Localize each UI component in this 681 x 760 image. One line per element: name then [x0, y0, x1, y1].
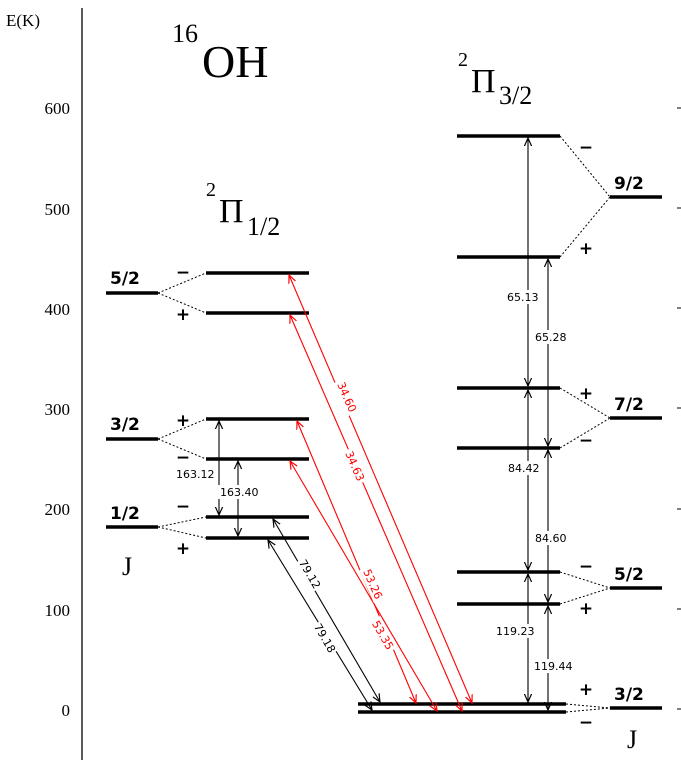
transition-label: 163.12	[176, 468, 215, 481]
transition-label: 34.60	[334, 380, 359, 414]
pi32-levels: 3/2 + − J 5/2 − + 7/2 + − 9/2 − +	[358, 134, 662, 754]
tick-label-600: 600	[45, 99, 71, 118]
parity-sign: +	[579, 680, 593, 700]
tick-label-200: 200	[45, 500, 71, 519]
ladder-label-pi-3-2: 2 Π 3/2	[458, 49, 532, 110]
j-label: 1/2	[110, 504, 140, 524]
parity-sign: +	[579, 384, 593, 404]
axis-label: E(K)	[6, 11, 40, 30]
transition-label: 119.23	[496, 625, 535, 638]
parity-sign: +	[579, 239, 593, 259]
label-background	[174, 467, 214, 481]
j-label: 3/2	[614, 685, 644, 705]
ladder-label-pi-1-2: 2 Π 1/2	[206, 179, 280, 241]
j-label: 9/2	[614, 174, 644, 194]
transition-label: 79.12	[296, 557, 323, 591]
label-background	[218, 485, 260, 499]
j-label: 7/2	[614, 395, 644, 415]
level-connector	[565, 703, 611, 709]
ladder-superscript: 2	[458, 49, 468, 71]
label-background	[367, 615, 399, 655]
level-connector	[559, 587, 611, 605]
parity-sign: −	[579, 431, 593, 451]
label-background	[533, 330, 569, 344]
transition-label: 79.18	[311, 621, 338, 655]
transition-label: 65.13	[507, 291, 539, 304]
transition-label: 34.63	[342, 449, 367, 483]
level-connector	[157, 438, 207, 460]
isotope-mass: 16	[172, 19, 198, 48]
label-background	[532, 659, 576, 673]
level-connector	[157, 292, 207, 314]
label-background	[533, 531, 569, 545]
tick-label-0: 0	[62, 701, 71, 720]
transition-label: 84.60	[535, 532, 567, 545]
level-connector	[157, 418, 207, 440]
parity-sign: −	[579, 557, 593, 577]
ladder-subscript: 3/2	[499, 81, 532, 110]
transition-label: 53.26	[360, 567, 385, 601]
tick-label-100: 100	[45, 601, 71, 620]
j-column-header: J	[627, 725, 637, 754]
transition-arrow-79-12	[273, 519, 380, 702]
label-background	[495, 624, 539, 638]
transition-label: 119.44	[534, 660, 573, 673]
transition-label: 65.28	[535, 331, 567, 344]
level-connector	[559, 571, 611, 589]
level-connector	[559, 387, 611, 419]
ladder-subscript: 1/2	[247, 212, 280, 241]
label-background	[359, 564, 387, 604]
parity-sign: +	[176, 411, 190, 431]
parity-sign: +	[176, 305, 190, 325]
parity-sign: −	[579, 138, 593, 158]
transition-arrow-53-35	[290, 461, 437, 711]
parity-sign: +	[176, 539, 190, 559]
label-background	[333, 377, 361, 417]
molecule-title: 16 OH	[172, 19, 268, 87]
ladder-superscript: 2	[206, 179, 216, 201]
energy-axis: E(K) 600 500 400 300 200 100 0	[6, 8, 681, 760]
tick-label-300: 300	[45, 400, 71, 419]
ladder-pi-symbol: Π	[219, 193, 244, 230]
level-connector	[559, 196, 611, 258]
label-background	[341, 446, 369, 486]
pi12-levels: 1/2 − + J 3/2 + − 5/2 − +	[106, 263, 309, 581]
cross-ladder-black-transitions: 79.12 79.18	[268, 519, 380, 710]
parity-sign: +	[579, 599, 593, 619]
molecule-name: OH	[202, 36, 268, 87]
label-background	[506, 290, 540, 304]
level-connector	[559, 135, 611, 198]
transition-label: 84.42	[508, 462, 540, 475]
label-background	[506, 461, 542, 475]
parity-sign: −	[176, 448, 190, 468]
tick-label-500: 500	[45, 200, 71, 219]
j-label: 5/2	[110, 269, 140, 289]
pi32-lambda-transitions: 65.13 65.28 84.42 84.60 119.23 119.44	[495, 138, 576, 710]
parity-sign: −	[176, 263, 190, 283]
cross-ladder-red-transitions: 34.60 34.63 53.26 53.35	[289, 275, 472, 711]
j-label: 5/2	[614, 565, 644, 585]
ladder-pi-symbol: Π	[471, 63, 496, 100]
level-connector	[565, 707, 611, 713]
pi12-lambda-transitions: 163.12 163.40	[174, 421, 260, 536]
level-connector	[559, 417, 611, 449]
parity-sign: −	[579, 713, 593, 733]
transition-arrow-34-63	[290, 315, 462, 711]
j-column-header: J	[122, 552, 132, 581]
transition-label: 163.40	[220, 486, 259, 499]
tick-label-400: 400	[45, 300, 71, 319]
level-connector	[157, 526, 207, 539]
parity-sign: −	[176, 497, 190, 517]
level-connector	[157, 516, 207, 528]
j-label: 3/2	[110, 415, 140, 435]
level-connector	[157, 272, 207, 294]
